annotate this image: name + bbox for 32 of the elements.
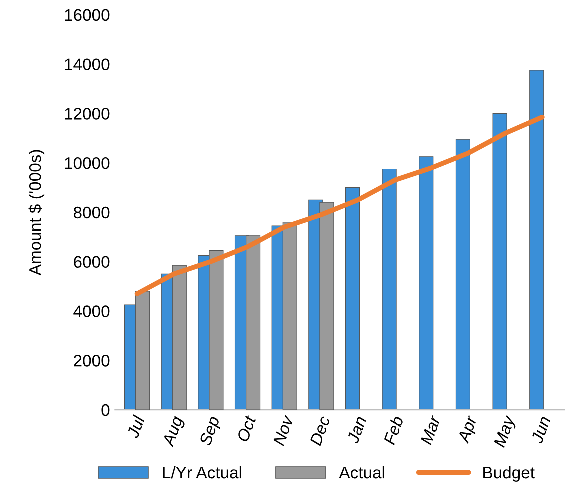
legend-label: L/Yr Actual — [163, 466, 242, 479]
bar — [419, 156, 434, 410]
y-axis-title: Amount $ ('000s) — [28, 150, 45, 276]
x-tick-label: Apr — [457, 414, 481, 446]
x-tick-label: Mar — [420, 414, 442, 446]
bar — [492, 113, 508, 410]
y-tick-label: 16000 — [65, 9, 110, 22]
y-tick-label: 12000 — [65, 108, 110, 120]
bar — [456, 139, 470, 410]
bar — [345, 187, 360, 410]
line-series — [134, 114, 545, 296]
y-tick-label: 14000 — [65, 58, 110, 71]
x-tick-label: Feb — [383, 415, 404, 446]
bar — [382, 168, 397, 410]
legend-label: Budget — [484, 466, 535, 482]
y-tick-label: 8000 — [74, 206, 110, 219]
y-tick-label: 6000 — [74, 256, 110, 268]
y-tick-label: 0 — [102, 404, 110, 416]
y-tick-label: 10000 — [65, 157, 110, 170]
x-tick-label: Aug — [162, 415, 186, 449]
x-tick-label: May — [494, 414, 519, 450]
y-tick-label: 2000 — [74, 355, 110, 367]
x-tick-label: Jun — [531, 416, 551, 444]
x-tick-label: Sep — [199, 416, 224, 448]
x-tick-label: Jan — [346, 416, 367, 444]
legend-label: Actual — [339, 466, 384, 479]
x-tick-label: Dec — [310, 415, 331, 446]
bar — [530, 70, 544, 410]
y-tick-label: 4000 — [74, 306, 110, 318]
x-tick-label: Oct — [236, 414, 257, 443]
x-tick-label: Nov — [272, 414, 294, 446]
x-tick-label: Jul — [126, 414, 146, 440]
